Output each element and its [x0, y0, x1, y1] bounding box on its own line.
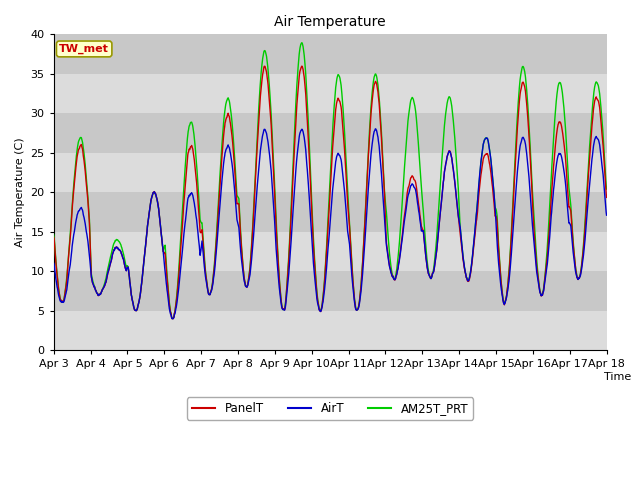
- AirT: [159, 249, 167, 254]
- PanelT: [298, 63, 306, 69]
- AM25T_PRT: [417, 173, 424, 179]
- AirT: [417, 222, 424, 228]
- AirT: [538, 292, 545, 298]
- PanelT: [603, 194, 611, 200]
- Title: Air Temperature: Air Temperature: [275, 15, 386, 29]
- X-axis label: Time: Time: [604, 372, 631, 382]
- Bar: [54, 232, 607, 271]
- Bar: [54, 192, 607, 232]
- AM25T_PRT: [50, 231, 58, 237]
- AirT: [173, 299, 181, 305]
- Line: AM25T_PRT: AM25T_PRT: [54, 43, 607, 319]
- AirT: [168, 316, 176, 322]
- AM25T_PRT: [489, 177, 497, 183]
- PanelT: [173, 293, 181, 299]
- PanelT: [159, 249, 167, 254]
- Bar: [54, 153, 607, 192]
- PanelT: [417, 217, 424, 223]
- Bar: [54, 74, 607, 113]
- AirT: [489, 177, 497, 182]
- PanelT: [235, 201, 243, 207]
- AM25T_PRT: [603, 186, 611, 192]
- AM25T_PRT: [298, 40, 306, 46]
- AM25T_PRT: [538, 292, 545, 298]
- AM25T_PRT: [159, 249, 167, 254]
- PanelT: [168, 316, 176, 322]
- AirT: [372, 126, 380, 132]
- Line: AirT: AirT: [54, 129, 607, 319]
- Bar: [54, 113, 607, 153]
- Text: TW_met: TW_met: [60, 44, 109, 54]
- Line: PanelT: PanelT: [54, 66, 607, 319]
- Bar: [54, 35, 607, 74]
- AirT: [50, 260, 58, 266]
- AM25T_PRT: [235, 196, 243, 202]
- AM25T_PRT: [168, 316, 176, 322]
- PanelT: [50, 234, 58, 240]
- AirT: [603, 212, 611, 218]
- Legend: PanelT, AirT, AM25T_PRT: PanelT, AirT, AM25T_PRT: [187, 397, 473, 420]
- AirT: [235, 225, 243, 230]
- Bar: [54, 311, 607, 350]
- AM25T_PRT: [173, 289, 181, 295]
- PanelT: [489, 188, 497, 193]
- Bar: [54, 271, 607, 311]
- PanelT: [538, 292, 545, 298]
- Y-axis label: Air Temperature (C): Air Temperature (C): [15, 137, 25, 247]
